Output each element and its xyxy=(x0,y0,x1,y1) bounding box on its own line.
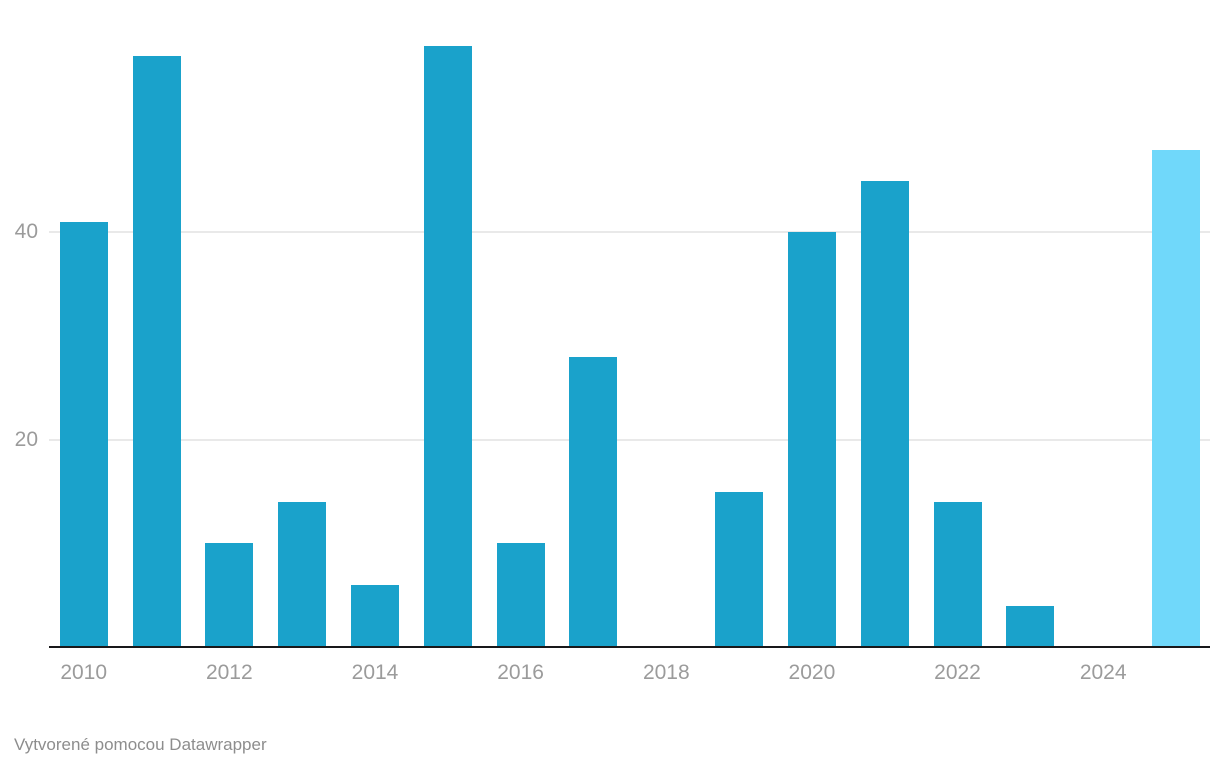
bar-2020[interactable] xyxy=(787,232,836,647)
x-tick-label-2022: 2022 xyxy=(934,661,981,684)
bar-2023[interactable] xyxy=(1006,605,1055,647)
y-tick-label-40: 40 xyxy=(14,220,38,244)
x-tick-label-2016: 2016 xyxy=(497,661,544,684)
bar-2013[interactable] xyxy=(278,501,327,647)
bar-2019[interactable] xyxy=(715,491,764,647)
bar-2012[interactable] xyxy=(205,543,254,648)
x-tick-label-2020: 2020 xyxy=(788,661,836,684)
bar-2016[interactable] xyxy=(496,543,545,648)
bar-2015[interactable] xyxy=(423,45,472,647)
x-tick-label-2010: 2010 xyxy=(60,661,108,684)
bar-2011[interactable] xyxy=(132,56,181,647)
attribution-text: Vytvorené pomocou xyxy=(14,735,170,754)
x-tick-label-2014: 2014 xyxy=(351,661,399,684)
bar-2014[interactable] xyxy=(351,584,399,647)
gridline-20 xyxy=(49,438,1210,441)
datawrapper-link[interactable]: Datawrapper xyxy=(169,735,267,754)
gridline-40 xyxy=(49,231,1210,234)
x-tick-label-2018: 2018 xyxy=(642,661,690,684)
attribution: Vytvorené pomocou Datawrapper xyxy=(14,735,267,755)
bar-2021[interactable] xyxy=(860,180,909,647)
plot-area: 20 40 2010 2012 2014 2016 2018 2020 2022 2024 xyxy=(14,45,1210,684)
bar-2025[interactable] xyxy=(1152,149,1200,647)
bar-2017[interactable] xyxy=(569,356,618,647)
x-axis-line xyxy=(49,645,1210,648)
x-tick-label-2012: 2012 xyxy=(205,661,253,684)
bar-2010[interactable] xyxy=(59,222,108,647)
x-tick-label-2024: 2024 xyxy=(1079,661,1127,684)
y-tick-label-20: 20 xyxy=(14,427,38,451)
bar-2022[interactable] xyxy=(933,501,982,647)
